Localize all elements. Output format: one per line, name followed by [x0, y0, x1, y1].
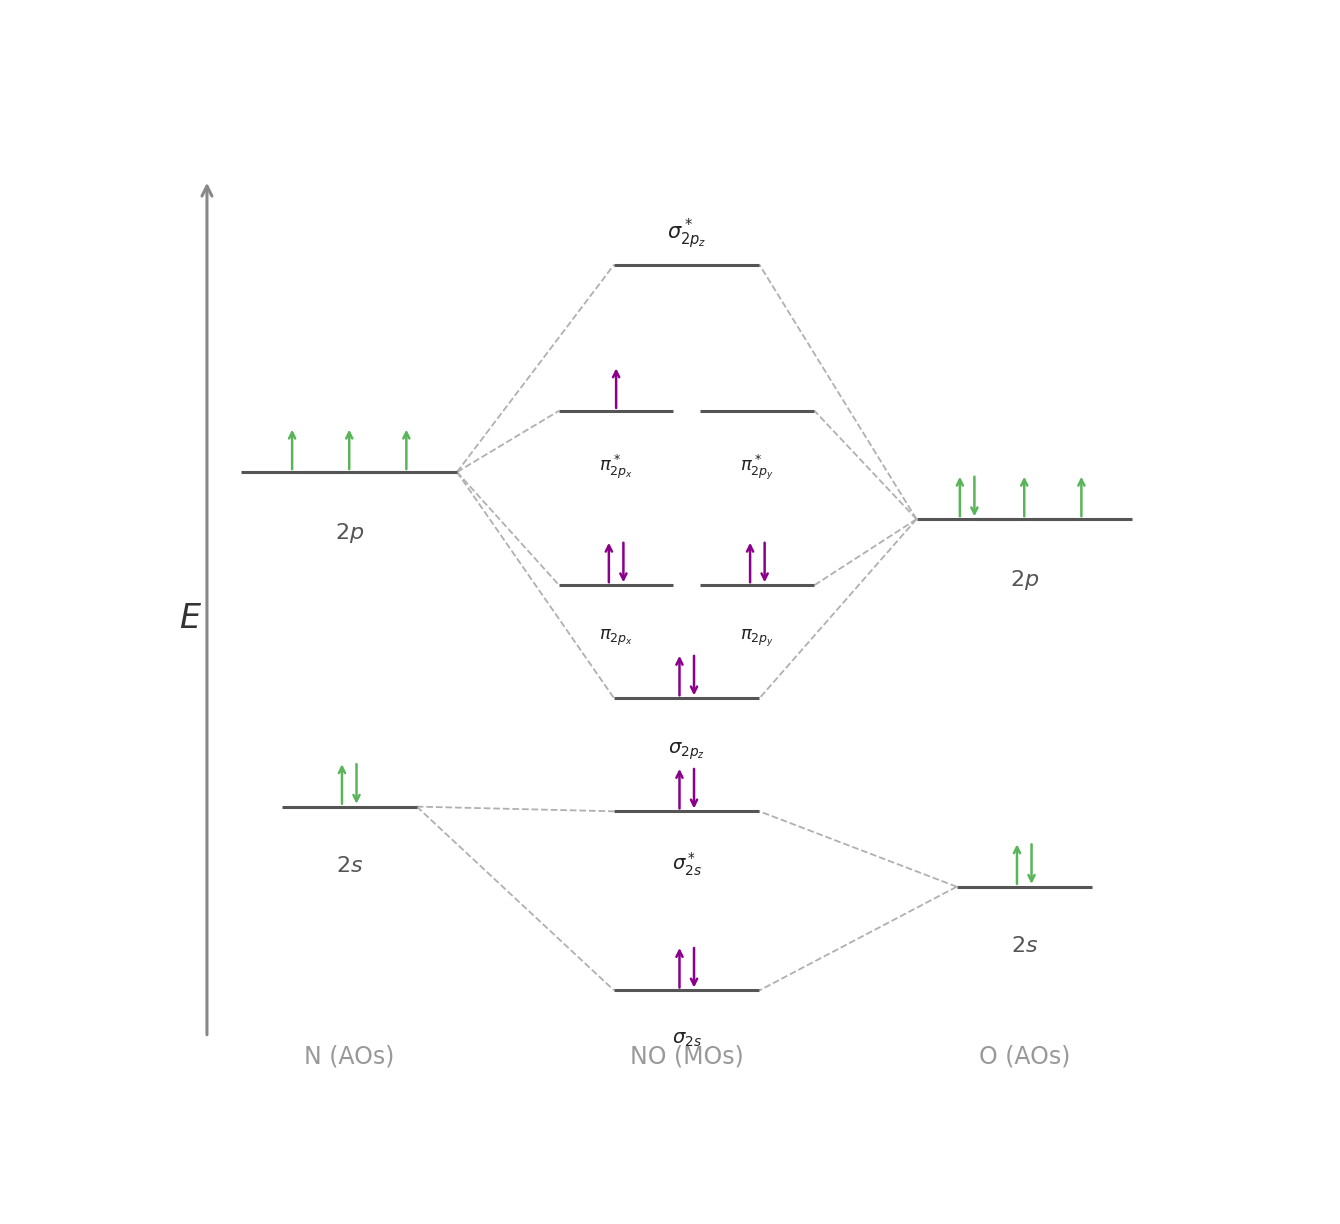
Text: N (AOs): N (AOs) [304, 1044, 394, 1069]
Text: $\pi^*_{2p_y}$: $\pi^*_{2p_y}$ [740, 453, 775, 482]
Text: $\pi_{2p_x}$: $\pi_{2p_x}$ [599, 628, 634, 647]
Text: $2p$: $2p$ [335, 521, 364, 545]
Text: $\sigma^*_{2s}$: $\sigma^*_{2s}$ [671, 851, 702, 879]
Text: $\sigma_{2p_z}$: $\sigma_{2p_z}$ [669, 741, 705, 763]
Text: $\pi_{2p_y}$: $\pi_{2p_y}$ [740, 628, 775, 649]
Text: $2p$: $2p$ [1009, 568, 1038, 592]
Text: $\pi^*_{2p_x}$: $\pi^*_{2p_x}$ [599, 453, 634, 481]
Text: $\sigma^*_{2p_z}$: $\sigma^*_{2p_z}$ [667, 217, 706, 251]
Text: O (AOs): O (AOs) [978, 1044, 1069, 1069]
Text: $2s$: $2s$ [1010, 935, 1038, 956]
Text: $\sigma_{2s}$: $\sigma_{2s}$ [671, 1029, 702, 1049]
Text: NO (MOs): NO (MOs) [630, 1044, 744, 1069]
Text: $2s$: $2s$ [335, 856, 363, 875]
Text: $E$: $E$ [178, 602, 202, 634]
